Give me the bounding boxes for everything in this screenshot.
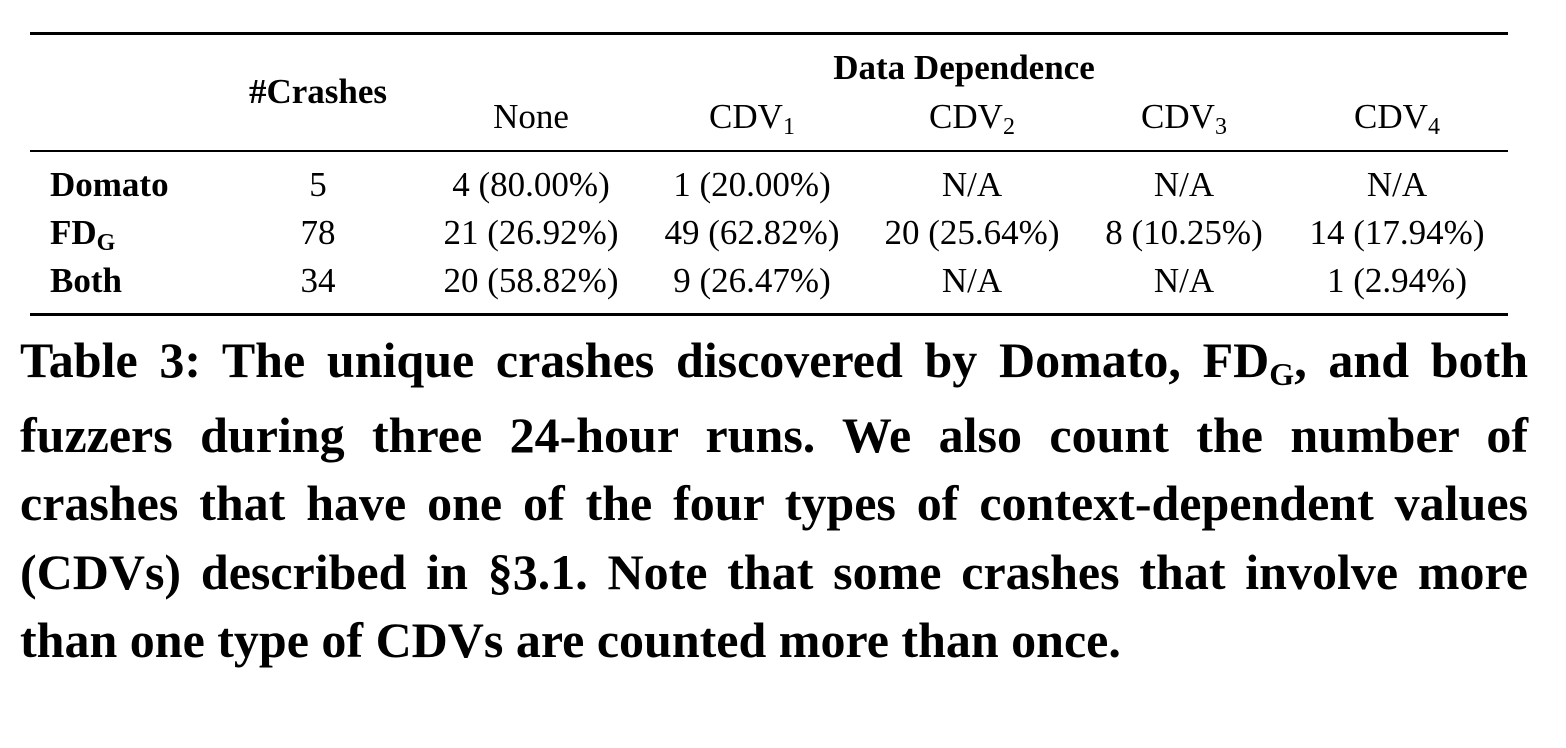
header-data-dependence: Data Dependence xyxy=(833,48,1095,87)
table-cell: 20 (58.82%) xyxy=(443,261,619,300)
table-cell: 20 (25.64%) xyxy=(884,213,1060,252)
row-label-fdg: FDG xyxy=(50,213,116,256)
table-cell: 34 xyxy=(300,261,336,300)
table-cell: 1 (20.00%) xyxy=(673,165,831,204)
table-cell: 9 (26.47%) xyxy=(673,261,831,300)
table-caption: Table 3: The unique crashes discovered b… xyxy=(20,326,1528,675)
table-cell: 4 (80.00%) xyxy=(452,165,610,204)
header-col-cdv3: CDV3 xyxy=(1141,97,1227,140)
table-cell: N/A xyxy=(1153,261,1215,300)
table-cell: 8 (10.25%) xyxy=(1105,213,1263,252)
row-label-both: Both xyxy=(50,261,122,300)
caption-text-part1: Table 3: The unique crashes discovered b… xyxy=(20,332,1270,388)
table-cell: 1 (2.94%) xyxy=(1327,261,1467,300)
table-cell: 49 (62.82%) xyxy=(664,213,840,252)
caption-subscript: G xyxy=(1269,356,1295,392)
table-cell: 21 (26.92%) xyxy=(443,213,619,252)
table-cell: 14 (17.94%) xyxy=(1309,213,1485,252)
table-bottom-rule xyxy=(30,313,1508,316)
table-header-rule xyxy=(30,150,1508,152)
table-cell: N/A xyxy=(941,165,1003,204)
table-cell: 5 xyxy=(309,165,327,204)
table-top-rule xyxy=(30,32,1508,35)
header-col-cdv4: CDV4 xyxy=(1354,97,1440,140)
header-crashes: #Crashes xyxy=(248,72,388,111)
header-col-cdv2: CDV2 xyxy=(929,97,1015,140)
table-cell: 78 xyxy=(300,213,336,252)
header-col-none: None xyxy=(493,97,569,136)
table-cell: N/A xyxy=(1366,165,1428,204)
row-label-domato: Domato xyxy=(50,165,169,204)
table-cell: N/A xyxy=(941,261,1003,300)
header-col-cdv1: CDV1 xyxy=(709,97,795,140)
caption-text-part2: , and both fuzzers during three 24-hour … xyxy=(20,332,1528,668)
table-cell: N/A xyxy=(1153,165,1215,204)
